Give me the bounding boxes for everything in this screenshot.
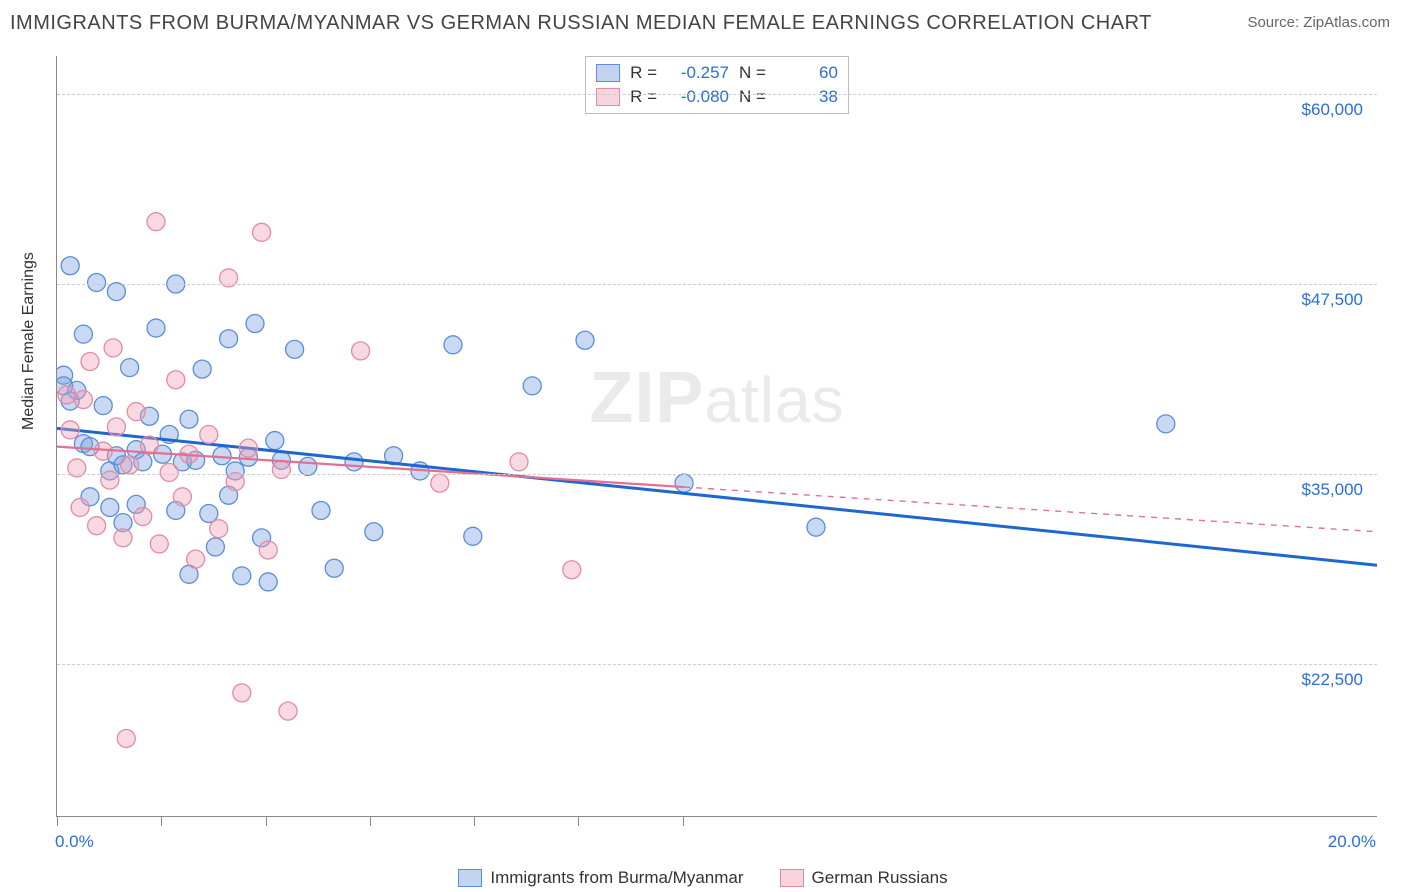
data-point-german_russian	[117, 729, 135, 747]
x-tick-mark	[578, 816, 579, 826]
y-tick-label: $35,000	[1302, 480, 1363, 500]
data-point-german_russian	[147, 213, 165, 231]
data-point-burma	[213, 447, 231, 465]
data-point-burma	[107, 283, 125, 301]
data-point-burma	[464, 527, 482, 545]
data-point-burma	[220, 330, 238, 348]
data-point-german_russian	[173, 488, 191, 506]
x-tick-mark	[161, 816, 162, 826]
data-point-burma	[147, 319, 165, 337]
data-point-burma	[312, 501, 330, 519]
data-point-burma	[807, 518, 825, 536]
data-point-burma	[101, 498, 119, 516]
data-point-german_russian	[279, 702, 297, 720]
trend-line-german_russian	[57, 447, 684, 487]
data-point-german_russian	[150, 535, 168, 553]
data-point-burma	[675, 474, 693, 492]
chart-title: IMMIGRANTS FROM BURMA/MYANMAR VS GERMAN …	[10, 12, 1152, 35]
legend-label-german-russian: German Russians	[812, 868, 948, 888]
x-axis-min-label: 0.0%	[55, 832, 94, 852]
data-point-german_russian	[94, 442, 112, 460]
data-point-burma	[1157, 415, 1175, 433]
y-axis-label: Median Female Earnings	[20, 252, 38, 430]
data-point-german_russian	[81, 353, 99, 371]
data-point-german_russian	[563, 561, 581, 579]
y-tick-label: $22,500	[1302, 670, 1363, 690]
data-point-burma	[444, 336, 462, 354]
data-point-burma	[259, 573, 277, 591]
data-point-burma	[576, 331, 594, 349]
data-point-burma	[266, 432, 284, 450]
data-point-german_russian	[510, 453, 528, 471]
data-point-german_russian	[160, 463, 178, 481]
data-point-burma	[206, 538, 224, 556]
data-point-burma	[61, 257, 79, 275]
data-point-german_russian	[239, 439, 257, 457]
data-point-german_russian	[253, 223, 271, 241]
data-point-burma	[299, 457, 317, 475]
data-point-german_russian	[58, 386, 76, 404]
gridline-h	[57, 284, 1377, 285]
x-tick-mark	[370, 816, 371, 826]
data-point-german_russian	[114, 529, 132, 547]
x-tick-mark	[683, 816, 684, 826]
data-point-german_russian	[88, 517, 106, 535]
legend-item-german-russian: German Russians	[780, 868, 948, 888]
gridline-h	[57, 664, 1377, 665]
gridline-h	[57, 94, 1377, 95]
plot-area: ZIPatlas R = -0.257 N = 60 R = -0.080 N …	[56, 56, 1377, 817]
x-tick-mark	[266, 816, 267, 826]
data-point-burma	[74, 325, 92, 343]
data-point-burma	[121, 359, 139, 377]
data-point-german_russian	[121, 456, 139, 474]
trend-line-dashed-german_russian	[684, 487, 1377, 532]
data-point-german_russian	[272, 460, 290, 478]
data-point-german_russian	[167, 371, 185, 389]
x-tick-mark	[57, 816, 58, 826]
data-point-german_russian	[61, 421, 79, 439]
legend-swatch-blue-icon	[458, 869, 482, 887]
data-point-german_russian	[74, 391, 92, 409]
data-point-german_russian	[107, 418, 125, 436]
data-point-german_russian	[71, 498, 89, 516]
x-tick-mark	[474, 816, 475, 826]
data-point-burma	[94, 397, 112, 415]
data-point-burma	[193, 360, 211, 378]
data-point-german_russian	[233, 684, 251, 702]
data-point-burma	[345, 453, 363, 471]
y-tick-label: $60,000	[1302, 100, 1363, 120]
data-point-german_russian	[134, 508, 152, 526]
y-tick-label: $47,500	[1302, 290, 1363, 310]
data-point-burma	[365, 523, 383, 541]
legend-series: Immigrants from Burma/Myanmar German Rus…	[0, 868, 1406, 888]
source-label: Source: ZipAtlas.com	[1247, 14, 1390, 31]
data-point-german_russian	[104, 339, 122, 357]
scatter-svg	[57, 56, 1377, 816]
data-point-burma	[325, 559, 343, 577]
data-point-burma	[246, 315, 264, 333]
data-point-german_russian	[200, 425, 218, 443]
data-point-burma	[233, 567, 251, 585]
legend-swatch-pink-icon	[780, 869, 804, 887]
legend-label-burma: Immigrants from Burma/Myanmar	[490, 868, 743, 888]
data-point-burma	[286, 340, 304, 358]
legend-item-burma: Immigrants from Burma/Myanmar	[458, 868, 743, 888]
data-point-german_russian	[431, 474, 449, 492]
x-axis-max-label: 20.0%	[1328, 832, 1376, 852]
data-point-german_russian	[187, 550, 205, 568]
data-point-german_russian	[127, 403, 145, 421]
data-point-burma	[523, 377, 541, 395]
data-point-burma	[88, 273, 106, 291]
data-point-german_russian	[259, 541, 277, 559]
gridline-h	[57, 474, 1377, 475]
data-point-german_russian	[210, 520, 228, 538]
data-point-german_russian	[352, 342, 370, 360]
data-point-german_russian	[226, 473, 244, 491]
data-point-burma	[180, 410, 198, 428]
